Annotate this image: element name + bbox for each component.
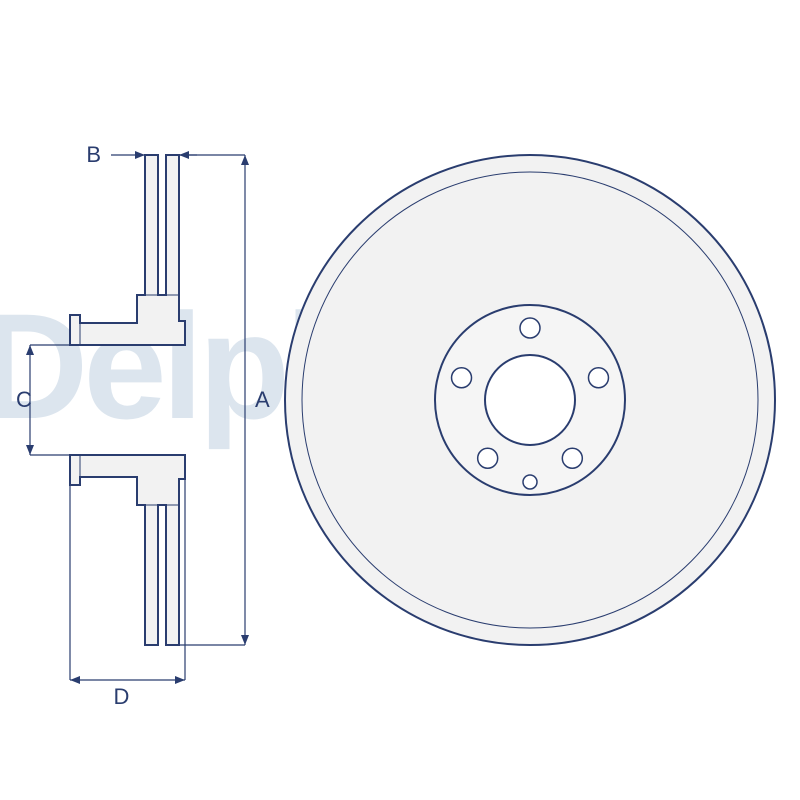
section-lower (70, 455, 185, 645)
bolt-hole (452, 368, 472, 388)
dim-label-A: A (255, 387, 270, 412)
dimensions: A B C D (16, 142, 270, 709)
bolt-hole (588, 368, 608, 388)
bolt-hole (520, 318, 540, 338)
locator-hole (523, 475, 537, 489)
diagram-stage: A B C D (0, 0, 800, 800)
diagram-svg: A B C D (0, 0, 800, 800)
bolt-hole (562, 448, 582, 468)
section-upper (70, 155, 185, 345)
front-view (285, 155, 775, 645)
dim-label-C: C (16, 387, 32, 412)
dim-label-B: B (86, 142, 101, 167)
bolt-hole (478, 448, 498, 468)
dim-label-D: D (114, 684, 130, 709)
side-view (70, 155, 185, 645)
